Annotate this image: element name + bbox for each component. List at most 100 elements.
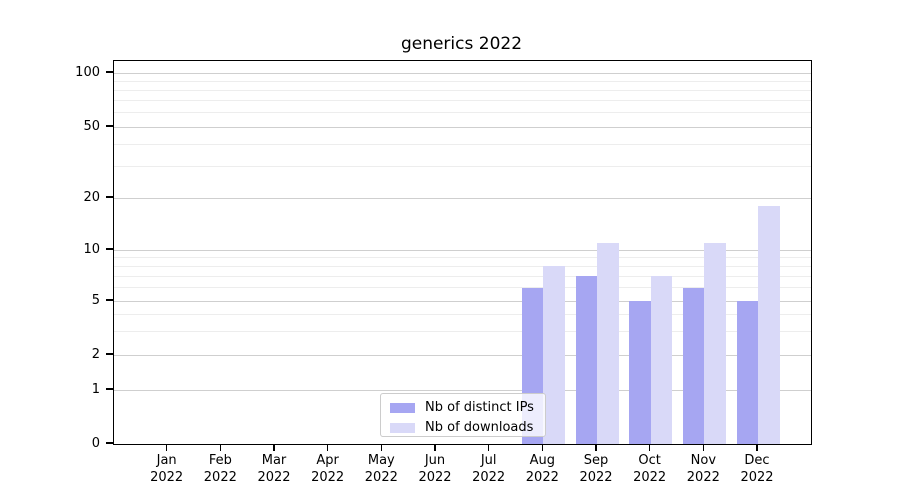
x-tick-label: Feb 2022 <box>188 452 252 486</box>
x-tick-label: Oct 2022 <box>618 452 682 486</box>
x-tick-label-year: 2022 <box>579 470 613 485</box>
y-tick-label: 0 <box>91 435 100 451</box>
bar-distinct-ips <box>736 301 758 444</box>
gridline-major <box>114 300 811 302</box>
gridline-minor <box>114 80 811 82</box>
gridline-major <box>114 249 811 251</box>
y-tick-mark <box>106 442 113 444</box>
y-tick-label: 50 <box>83 118 100 134</box>
x-tick-label-year: 2022 <box>686 470 720 485</box>
gridline-minor <box>114 257 811 259</box>
x-tick-label-month: Feb <box>208 453 232 468</box>
bar-downloads <box>758 205 780 444</box>
chart-title: generics 2022 <box>400 34 523 54</box>
x-tick-mark <box>380 444 382 451</box>
legend-label-downloads: Nb of downloads <box>425 420 534 435</box>
gridline-major <box>114 197 811 199</box>
bar-distinct-ips <box>682 287 705 444</box>
x-tick-label-month: Dec <box>744 453 770 468</box>
legend: Nb of distinct IPs Nb of downloads <box>380 393 546 437</box>
x-tick-label: Jun 2022 <box>403 452 467 486</box>
x-tick-mark <box>756 444 758 451</box>
y-tick-label: 20 <box>83 189 100 205</box>
x-tick-label-year: 2022 <box>203 470 237 485</box>
x-tick-label-year: 2022 <box>364 470 398 485</box>
x-tick-mark <box>702 444 704 451</box>
bar-downloads <box>597 242 619 444</box>
x-tick-label: May 2022 <box>349 452 413 486</box>
bar-downloads <box>704 242 726 444</box>
gridline-minor <box>114 166 811 168</box>
x-tick-label: Apr 2022 <box>296 452 360 486</box>
y-tick-label: 2 <box>91 346 100 362</box>
gridline-major <box>114 72 811 74</box>
y-tick-label: 1 <box>91 381 100 397</box>
y-tick-label: 5 <box>91 292 100 308</box>
legend-swatch-distinct-ips <box>390 403 415 413</box>
gridline-minor <box>114 265 811 267</box>
x-tick-label: Aug 2022 <box>510 452 574 486</box>
x-tick-label-year: 2022 <box>633 470 667 485</box>
gridline-major <box>114 354 811 356</box>
x-tick-mark <box>219 444 221 451</box>
x-tick-label-month: May <box>367 453 395 468</box>
x-tick-label-month: Jan <box>156 453 177 468</box>
gridline-minor <box>114 287 811 289</box>
x-tick-label: Jul 2022 <box>457 452 521 486</box>
plot-area: Nb of distinct IPs Nb of downloads <box>113 60 812 445</box>
y-tick-mark <box>106 353 113 355</box>
x-tick-mark <box>649 444 651 451</box>
x-tick-mark <box>166 444 168 451</box>
x-tick-label-month: Jun <box>424 453 446 468</box>
y-tick-mark <box>106 388 113 390</box>
gridline-minor <box>114 100 811 102</box>
x-tick-label: Jan 2022 <box>135 452 199 486</box>
x-tick-mark <box>434 444 436 451</box>
legend-item-distinct-ips: Nb of distinct IPs <box>390 400 537 416</box>
x-tick-label-year: 2022 <box>740 470 774 485</box>
x-tick-mark <box>327 444 329 451</box>
x-tick-label: Nov 2022 <box>671 452 735 486</box>
x-tick-mark <box>488 444 490 451</box>
y-tick-label: 10 <box>83 241 100 257</box>
x-tick-label: Dec 2022 <box>725 452 789 486</box>
x-tick-label-year: 2022 <box>418 470 452 485</box>
gridline-minor <box>114 330 811 332</box>
bar-distinct-ips <box>629 301 651 444</box>
x-tick-mark <box>541 444 543 451</box>
legend-item-downloads: Nb of downloads <box>390 420 537 436</box>
gridline-minor <box>114 143 811 145</box>
x-tick-label-month: Nov <box>690 453 717 468</box>
gridline-minor <box>114 89 811 91</box>
gridline-major <box>114 126 811 128</box>
x-tick-label-month: Mar <box>261 453 287 468</box>
x-tick-label-year: 2022 <box>150 470 184 485</box>
x-tick-mark <box>273 444 275 451</box>
x-tick-label-month: Aug <box>529 453 556 468</box>
gridline-minor <box>114 112 811 114</box>
x-tick-label: Sep 2022 <box>564 452 628 486</box>
gridline-major <box>114 389 811 391</box>
x-tick-label-year: 2022 <box>472 470 506 485</box>
y-tick-mark <box>106 299 113 301</box>
bar-distinct-ips <box>575 276 597 444</box>
bar-downloads <box>650 276 673 444</box>
y-tick-mark <box>106 196 113 198</box>
x-tick-mark <box>595 444 597 451</box>
legend-label-distinct-ips: Nb of distinct IPs <box>425 400 534 415</box>
x-tick-label-month: Jul <box>480 453 497 468</box>
y-tick-mark <box>106 71 113 73</box>
x-tick-label-month: Oct <box>638 453 661 468</box>
y-tick-mark <box>106 248 113 250</box>
legend-swatch-downloads <box>390 423 415 433</box>
gridline-minor <box>114 313 811 315</box>
x-tick-label-month: Sep <box>583 453 609 468</box>
bar-downloads <box>543 266 565 444</box>
x-tick-label-year: 2022 <box>257 470 291 485</box>
x-tick-label-month: Apr <box>316 453 339 468</box>
gridline-minor <box>114 275 811 277</box>
y-tick-mark <box>106 125 113 127</box>
x-tick-label-year: 2022 <box>525 470 559 485</box>
x-tick-label-year: 2022 <box>311 470 345 485</box>
